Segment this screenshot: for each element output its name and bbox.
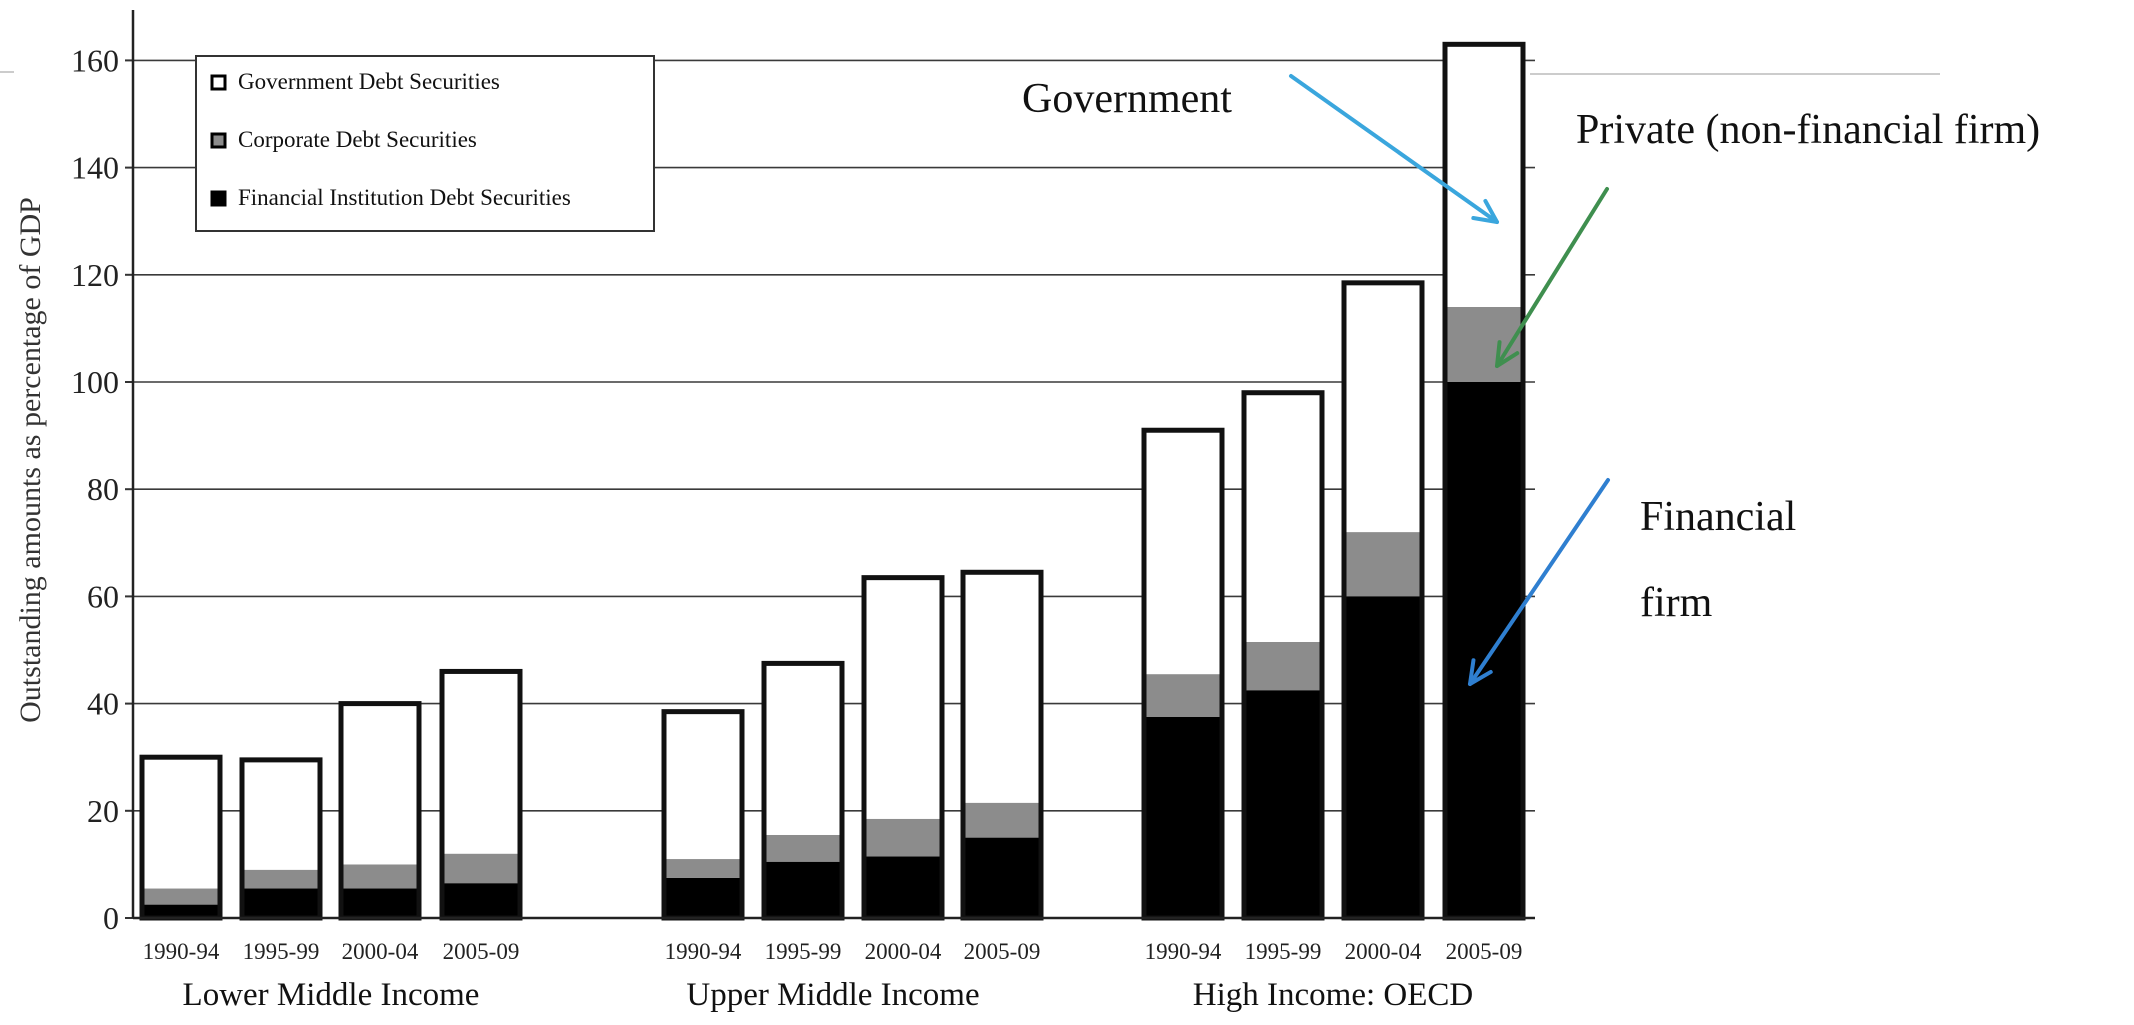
bar-segment — [764, 663, 842, 835]
y-tick-label: 40 — [87, 686, 119, 722]
y-tick-label: 0 — [103, 900, 119, 936]
bar-segment — [963, 572, 1041, 803]
group-labels: Lower Middle Income Upper Middle Income Hi… — [183, 977, 1474, 1013]
annotation-arrow — [1289, 74, 1499, 224]
x-tick-label: 1995-99 — [765, 939, 842, 964]
annotation-label: Private (non-financial firm) — [1576, 107, 2040, 153]
bar-segment — [1445, 44, 1523, 307]
bar-segment — [963, 802, 1041, 838]
legend-swatch — [210, 190, 227, 207]
x-tick-labels: 1990-94 1995-99 2000-04 2005-09 1990-94 1995-… — [143, 939, 1523, 964]
bar-segment — [1244, 690, 1322, 918]
arrow-head — [1471, 198, 1499, 224]
x-tick-label: 2005-09 — [1446, 939, 1523, 964]
annotation-label: firm — [1640, 580, 1713, 626]
group-label: Upper Middle Income — [686, 977, 979, 1013]
x-tick-label: 2005-09 — [443, 939, 520, 964]
annotation-arrow — [1468, 478, 1610, 686]
legend: Government Debt Securities Corporate Debt… — [195, 55, 655, 232]
arrow-head — [1495, 340, 1520, 368]
bar-segment — [341, 888, 419, 918]
bar-segment — [1344, 282, 1422, 533]
axes — [0, 10, 1940, 920]
legend-swatch — [210, 74, 227, 91]
x-tick-label: 2000-04 — [865, 939, 942, 964]
legend-label: Financial Institution Debt Securities — [238, 185, 571, 210]
y-tick-labels: 0 20 40 60 80 100 120 140 160 — [71, 42, 119, 936]
bar-segment — [1244, 641, 1322, 691]
annotation-label: Government — [1022, 76, 1232, 122]
bar-segment — [142, 904, 220, 918]
bar-segment — [442, 883, 520, 918]
x-tick-label: 1995-99 — [243, 939, 320, 964]
bar-segment — [242, 888, 320, 918]
y-axis-label: Outstanding amounts as percentage of GDP — [14, 197, 47, 723]
y-tick-label: 60 — [87, 578, 119, 614]
bar-segment — [1244, 392, 1322, 642]
bar-segment — [341, 864, 419, 889]
x-tick-label: 1990-94 — [665, 939, 742, 964]
bar-segment — [864, 856, 942, 918]
x-tick-label: 1990-94 — [1145, 939, 1222, 964]
bar-segment — [142, 757, 220, 889]
bar-segment — [764, 861, 842, 918]
bar-segment — [442, 671, 520, 854]
bar-segment — [1144, 674, 1222, 717]
bar-segment — [963, 837, 1041, 918]
bar-segment — [664, 877, 742, 918]
bar-segment — [242, 759, 320, 870]
x-tick-label: 1990-94 — [143, 939, 220, 964]
arrow-head — [1468, 658, 1493, 686]
bar-segment — [864, 577, 942, 819]
group-label: High Income: OECD — [1193, 977, 1473, 1013]
bar-segment — [1445, 382, 1523, 918]
y-tick-label: 140 — [71, 150, 119, 186]
x-tick-label: 2000-04 — [1345, 939, 1422, 964]
bar-segment — [442, 853, 520, 884]
legend-label: Government Debt Securities — [238, 69, 500, 94]
y-tick-label: 160 — [71, 42, 119, 78]
x-tick-label: 1995-99 — [1245, 939, 1322, 964]
bar-segment — [1344, 596, 1422, 918]
legend-box — [195, 55, 655, 232]
x-tick-label: 2005-09 — [964, 939, 1041, 964]
bar-segment — [664, 711, 742, 860]
bar-segment — [1344, 532, 1422, 597]
x-tick-label: 2000-04 — [342, 939, 419, 964]
bars — [139, 41, 1526, 921]
y-tick-label: 100 — [71, 364, 119, 400]
bar-segment — [664, 859, 742, 878]
legend-swatch — [210, 132, 227, 149]
bar-segment — [242, 869, 320, 889]
group-label: Lower Middle Income — [183, 977, 480, 1013]
y-tick-label: 80 — [87, 471, 119, 507]
annotations: Government Private (non-financial firm) Fi… — [1022, 74, 2040, 686]
y-tick-label: 120 — [71, 257, 119, 293]
bar-segment — [142, 888, 220, 905]
bar-segment — [864, 818, 942, 857]
bar-segment — [764, 834, 842, 862]
bar-segment — [341, 703, 419, 865]
y-tick-label: 20 — [87, 793, 119, 829]
legend-label: Corporate Debt Securities — [238, 127, 477, 152]
annotation-label: Financial — [1640, 494, 1796, 540]
bar-segment — [1144, 717, 1222, 918]
bar-segment — [1144, 430, 1222, 675]
annotation-arrow — [1495, 187, 1609, 368]
